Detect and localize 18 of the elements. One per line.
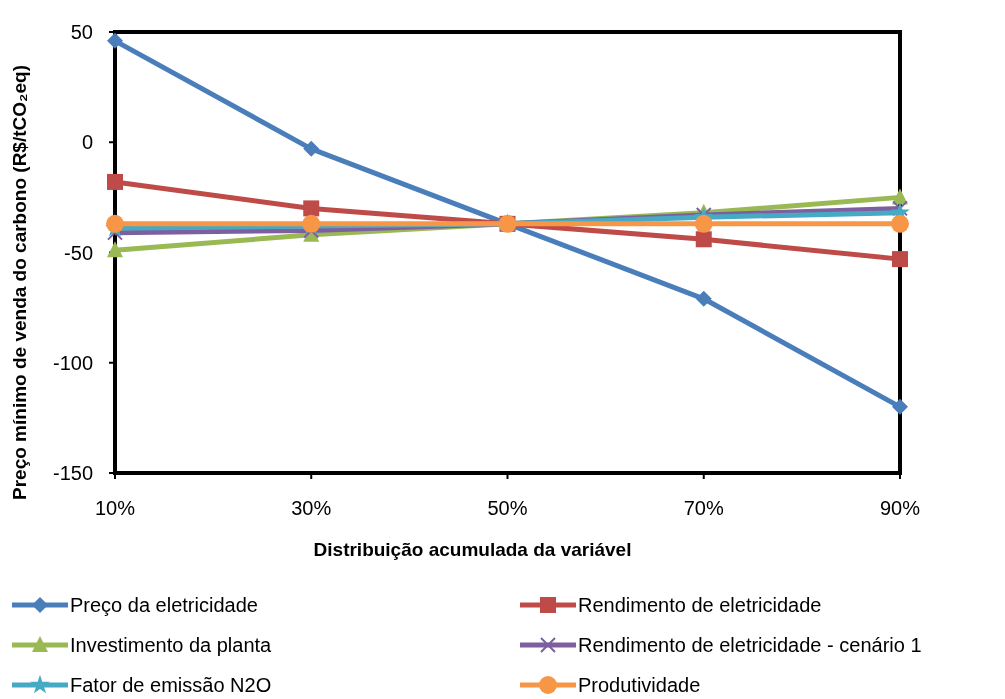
x-axis-title: Distribuição acumulada da variável — [313, 539, 632, 560]
x-tick-label: 10% — [94, 497, 136, 519]
y-axis-title: Preço mínimo de venda do carbono (R$/tCO₂eq) — [9, 65, 30, 500]
x-tick-label: 50% — [487, 497, 528, 519]
legend-label: Produtividade — [578, 674, 701, 696]
y-tick-label: -100 — [52, 351, 93, 374]
legend-label: Investimento da planta — [70, 634, 273, 656]
y-tick-label: 0 — [81, 131, 93, 154]
legend-label: Rendimento de eletricidade — [578, 594, 822, 616]
legend-label: Preço da eletricidade — [70, 594, 258, 616]
legend-label: Rendimento de eletricidade - cenário 1 — [578, 634, 922, 656]
legend-label: Fator de emissão N2O — [70, 674, 272, 696]
x-tick-label: 90% — [879, 497, 921, 519]
x-tick-label: 70% — [683, 497, 724, 519]
y-tick-label: 50 — [70, 21, 93, 43]
y-tick-label: -50 — [64, 241, 93, 264]
x-tick-label: 30% — [291, 497, 332, 519]
y-tick-label: -150 — [52, 462, 93, 484]
